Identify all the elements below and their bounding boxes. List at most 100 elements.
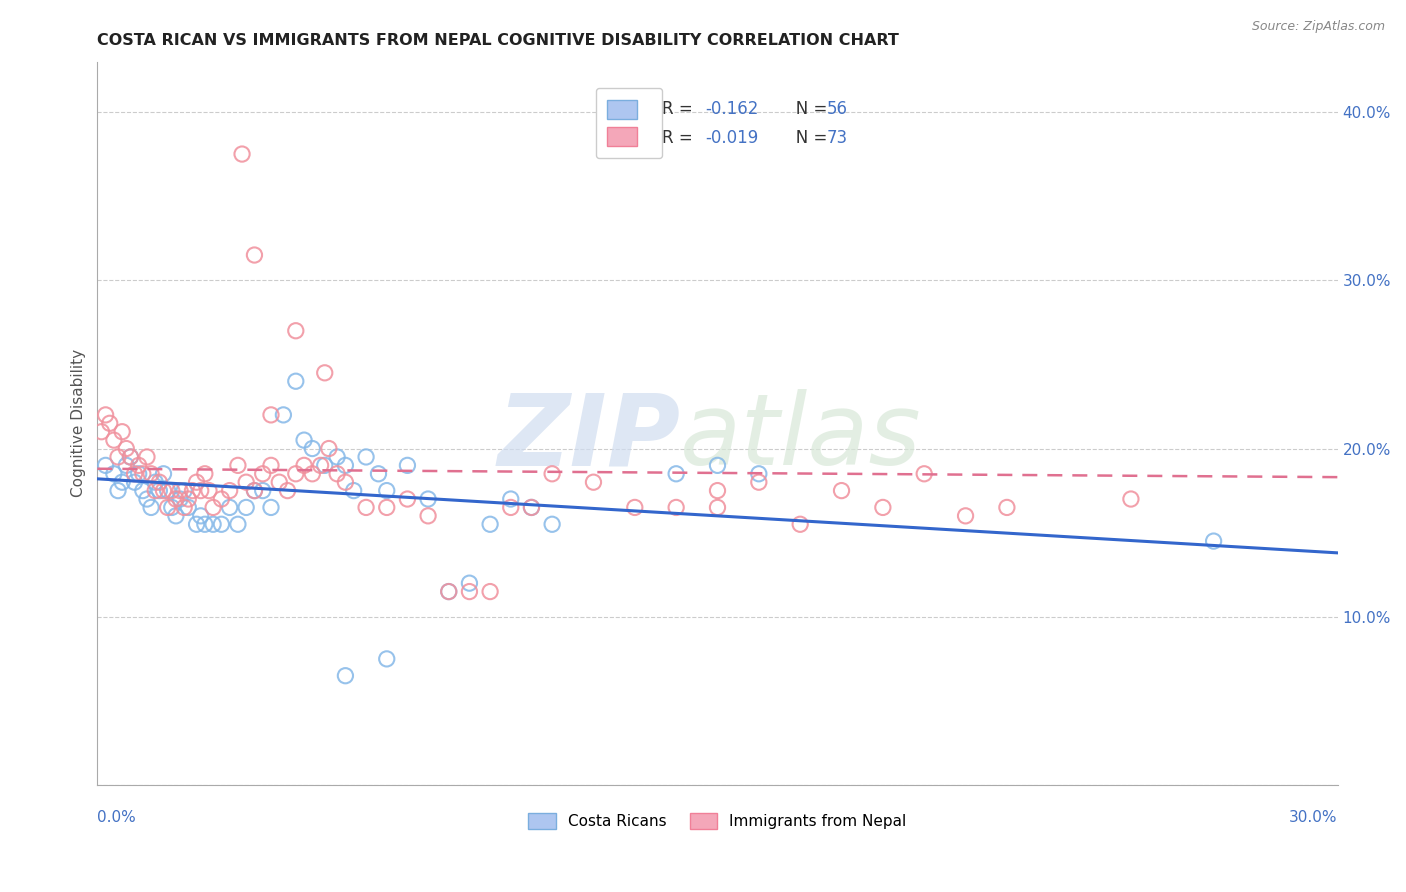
Point — [292, 458, 315, 473]
Point — [706, 458, 728, 473]
Point — [748, 467, 770, 481]
Point — [209, 517, 232, 532]
Text: 73: 73 — [827, 128, 848, 147]
Point — [326, 467, 349, 481]
Point — [202, 500, 225, 515]
Point — [260, 458, 283, 473]
Point — [335, 669, 357, 683]
Point — [218, 483, 240, 498]
Point — [173, 500, 195, 515]
Point — [284, 467, 307, 481]
Point — [169, 483, 191, 498]
Point — [173, 483, 195, 498]
Text: -0.019: -0.019 — [704, 128, 758, 147]
Point — [156, 500, 179, 515]
Point — [94, 458, 117, 473]
Point — [136, 491, 159, 506]
Point — [416, 491, 439, 506]
Point — [143, 475, 166, 490]
Point — [136, 450, 159, 464]
Point — [437, 584, 460, 599]
Point — [437, 584, 460, 599]
Point — [260, 500, 283, 515]
Point — [243, 483, 266, 498]
Point — [789, 517, 811, 532]
Point — [160, 500, 183, 515]
Point — [111, 475, 134, 490]
Text: N =: N = — [779, 128, 832, 147]
Point — [177, 491, 200, 506]
Point — [912, 467, 935, 481]
Point — [243, 248, 266, 262]
Point — [115, 442, 138, 456]
Point — [198, 483, 221, 498]
Point — [541, 467, 564, 481]
Point — [499, 491, 522, 506]
Text: Source: ZipAtlas.com: Source: ZipAtlas.com — [1251, 20, 1385, 33]
Point — [520, 500, 543, 515]
Point — [396, 458, 419, 473]
Point — [152, 467, 174, 481]
Point — [243, 483, 266, 498]
Point — [90, 425, 112, 439]
Point — [541, 517, 564, 532]
Point — [152, 483, 174, 498]
Point — [284, 374, 307, 388]
Point — [194, 467, 217, 481]
Point — [1119, 491, 1142, 506]
Text: atlas: atlas — [681, 389, 922, 486]
Point — [748, 475, 770, 490]
Y-axis label: Cognitive Disability: Cognitive Disability — [72, 350, 86, 498]
Point — [148, 483, 170, 498]
Point — [186, 475, 208, 490]
Legend: Costa Ricans, Immigrants from Nepal: Costa Ricans, Immigrants from Nepal — [522, 807, 912, 835]
Text: 0.0%: 0.0% — [97, 810, 136, 825]
Point — [139, 467, 162, 481]
Point — [226, 458, 249, 473]
Point — [335, 475, 357, 490]
Point — [520, 500, 543, 515]
Point — [292, 433, 315, 447]
Point — [343, 483, 366, 498]
Point — [160, 483, 183, 498]
Point — [335, 458, 357, 473]
Point — [181, 483, 204, 498]
Point — [111, 425, 134, 439]
Point — [165, 508, 187, 523]
Point — [202, 517, 225, 532]
Text: ZIP: ZIP — [498, 389, 681, 486]
Point — [955, 508, 977, 523]
Point — [277, 483, 299, 498]
Point — [94, 408, 117, 422]
Point — [375, 500, 398, 515]
Point — [375, 483, 398, 498]
Point — [375, 652, 398, 666]
Point — [132, 467, 155, 481]
Point — [128, 458, 150, 473]
Point — [115, 458, 138, 473]
Point — [107, 483, 129, 498]
Text: 56: 56 — [827, 100, 848, 118]
Point — [665, 500, 688, 515]
Point — [831, 483, 853, 498]
Text: COSTA RICAN VS IMMIGRANTS FROM NEPAL COGNITIVE DISABILITY CORRELATION CHART: COSTA RICAN VS IMMIGRANTS FROM NEPAL COG… — [97, 33, 900, 48]
Point — [252, 483, 274, 498]
Point — [326, 450, 349, 464]
Point — [103, 467, 125, 481]
Point — [309, 458, 332, 473]
Point — [107, 450, 129, 464]
Point — [1202, 534, 1225, 549]
Point — [416, 508, 439, 523]
Point — [872, 500, 894, 515]
Point — [132, 483, 155, 498]
Point — [235, 475, 257, 490]
Point — [120, 450, 142, 464]
Point — [165, 491, 187, 506]
Point — [479, 517, 502, 532]
Point — [169, 491, 191, 506]
Point — [367, 467, 389, 481]
Point — [148, 475, 170, 490]
Point — [706, 483, 728, 498]
Point — [190, 483, 212, 498]
Point — [269, 475, 291, 490]
